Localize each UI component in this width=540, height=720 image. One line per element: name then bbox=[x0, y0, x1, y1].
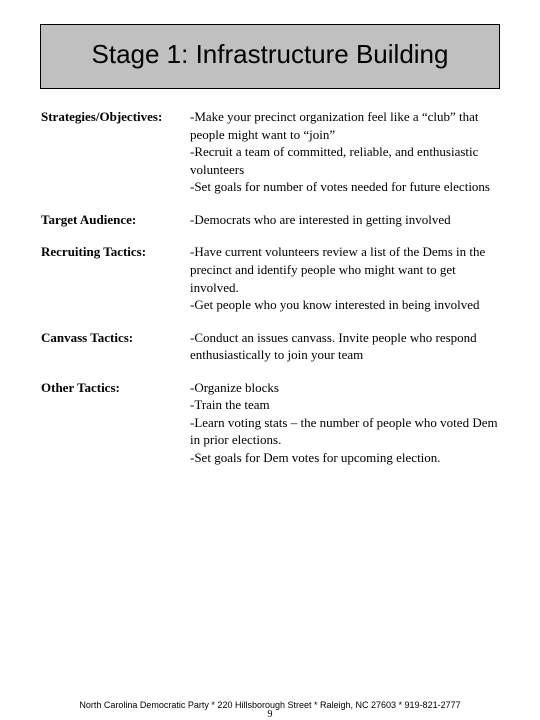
page-number: 9 bbox=[0, 709, 540, 720]
content-table-body: Strategies/Objectives:-Make your precinc… bbox=[40, 107, 500, 480]
row-value: -Democrats who are interested in getting… bbox=[190, 210, 500, 243]
row-label: Canvass Tactics: bbox=[40, 328, 190, 378]
table-row: Strategies/Objectives:-Make your precinc… bbox=[40, 107, 500, 210]
table-row: Target Audience:-Democrats who are inter… bbox=[40, 210, 500, 243]
row-label: Strategies/Objectives: bbox=[40, 107, 190, 210]
row-value: -Conduct an issues canvass. Invite peopl… bbox=[190, 328, 500, 378]
content-table: Strategies/Objectives:-Make your precinc… bbox=[40, 107, 500, 480]
table-row: Canvass Tactics:-Conduct an issues canva… bbox=[40, 328, 500, 378]
row-value: -Make your precinct organization feel li… bbox=[190, 107, 500, 210]
table-row: Other Tactics:-Organize blocks -Train th… bbox=[40, 378, 500, 481]
row-label: Recruiting Tactics: bbox=[40, 242, 190, 327]
row-value: -Organize blocks -Train the team -Learn … bbox=[190, 378, 500, 481]
page-container: Stage 1: Infrastructure Building Strateg… bbox=[0, 0, 540, 720]
table-row: Recruiting Tactics:-Have current volunte… bbox=[40, 242, 500, 327]
row-value: -Have current volunteers review a list o… bbox=[190, 242, 500, 327]
title-box: Stage 1: Infrastructure Building bbox=[40, 24, 500, 89]
row-label: Target Audience: bbox=[40, 210, 190, 243]
page-title: Stage 1: Infrastructure Building bbox=[51, 39, 489, 70]
row-label: Other Tactics: bbox=[40, 378, 190, 481]
